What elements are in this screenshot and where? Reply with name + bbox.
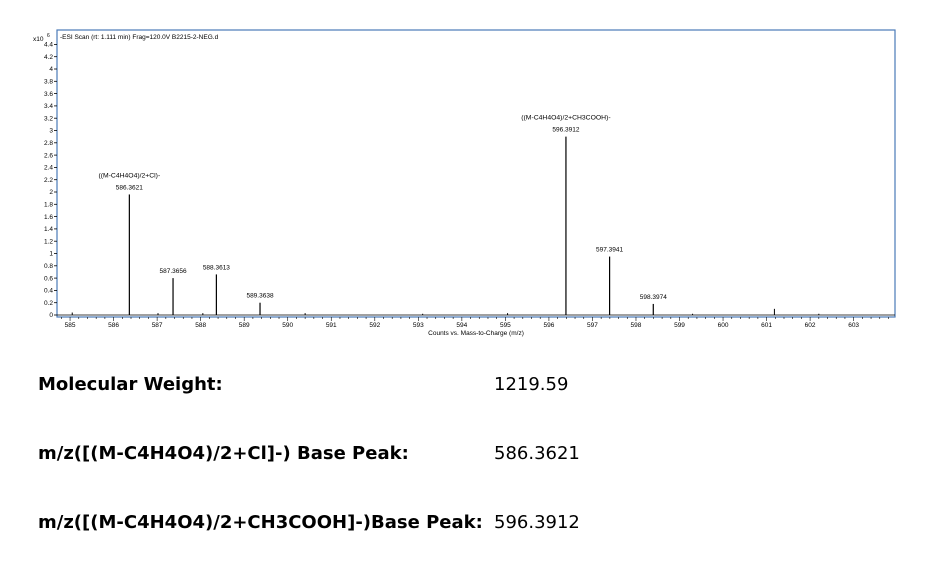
x-tick-label: 587 <box>152 322 163 329</box>
x-tick-label: 586 <box>108 322 119 329</box>
acetate-adduct-base-peak-label: m/z([(M-C4H4O4)/2+CH3COOH]-)Base Peak: <box>38 512 483 533</box>
x-tick-label: 599 <box>674 322 685 329</box>
y-tick-label: 3.8 <box>44 79 53 86</box>
y-tick-label: 4 <box>49 66 53 73</box>
y-tick-label: 3 <box>49 128 53 135</box>
minor-peaks <box>71 308 820 315</box>
x-tick-label: 594 <box>456 322 467 329</box>
x-tick-label: 601 <box>761 322 772 329</box>
peak-mz-label: 597.3941 <box>596 247 623 254</box>
ion-annotation: ((M-C4H4O4)/2+CH3COOH)- <box>521 115 610 122</box>
acetate-adduct-base-peak-value: 596.3912 <box>494 512 580 533</box>
x-tick-label: 585 <box>65 322 76 329</box>
x-tick-label: 597 <box>587 322 598 329</box>
y-tick-label: 2.6 <box>44 152 53 159</box>
chart-title: -ESI Scan (rt: 1.111 min) Frag=120.0V B2… <box>60 34 219 41</box>
molecular-weight-value: 1219.59 <box>494 374 569 395</box>
x-tick-label: 596 <box>543 322 554 329</box>
x-tick-label: 593 <box>413 322 424 329</box>
y-tick-label: 1.6 <box>44 214 53 221</box>
peak-mz-label: 589.3638 <box>246 293 273 300</box>
peak-annotations: ((M-C4H4O4)/2+Cl)- ((M-C4H4O4)/2+CH3COOH)… <box>98 115 610 180</box>
cl-adduct-base-peak-value: 586.3621 <box>494 443 580 464</box>
x-tick-label: 600 <box>718 322 729 329</box>
y-tick-label: 0.2 <box>44 300 53 307</box>
x-axis: 585 586 587 588 589 590 591 592 593 594 595 596 597 5… <box>57 314 895 329</box>
y-tick-label: 2.8 <box>44 140 53 147</box>
x-tick-label: 589 <box>239 322 250 329</box>
y-tick-label: 1.4 <box>44 226 53 233</box>
y-tick-label: 4.2 <box>44 54 53 61</box>
peak-mz-label: 596.3912 <box>552 127 579 134</box>
x-tick-label: 595 <box>500 322 511 329</box>
x-tick-label: 591 <box>326 322 337 329</box>
y-tick-label: 1.2 <box>44 238 53 245</box>
peak-mz-label: 598.3974 <box>640 294 667 301</box>
peaks: 586.3621 587.3656 588.3613 589.3638 596.3912… <box>116 127 667 315</box>
x-tick-label: 592 <box>369 322 380 329</box>
peak-mz-label: 587.3656 <box>159 268 186 275</box>
y-axis: 0 0.2 0.4 0.6 0.8 1 1.2 1.4 1.6 1.8 2 2.2 2.4 2.6 2.8 3… <box>44 42 57 319</box>
y-tick-label: 4.4 <box>44 42 53 49</box>
x-tick-label: 590 <box>282 322 293 329</box>
y-tick-label: 1.8 <box>44 202 53 209</box>
plot-frame <box>56 29 896 318</box>
mass-spectrum-chart: -ESI Scan (rt: 1.111 min) Frag=120.0V B2… <box>33 29 896 337</box>
y-scale-exponent: 6 <box>47 33 50 39</box>
x-tick-label: 603 <box>848 322 859 329</box>
y-tick-label: 3.2 <box>44 115 53 122</box>
x-axis-label: Counts vs. Mass-to-Charge (m/z) <box>428 330 524 337</box>
y-scale-label: x10 <box>33 36 44 43</box>
x-tick-label: 602 <box>805 322 816 329</box>
y-tick-label: 0.4 <box>44 288 53 295</box>
peak-mz-label: 588.3613 <box>203 264 230 271</box>
y-tick-label: 0.8 <box>44 263 53 270</box>
x-tick-label: 588 <box>195 322 206 329</box>
ion-annotation: ((M-C4H4O4)/2+Cl)- <box>98 172 160 179</box>
y-tick-label: 0 <box>49 312 53 319</box>
y-tick-label: 3.6 <box>44 91 53 98</box>
y-tick-label: 3.4 <box>44 103 53 110</box>
y-tick-label: 2.4 <box>44 165 53 172</box>
peak-mz-label: 586.3621 <box>116 184 143 191</box>
cl-adduct-base-peak-label: m/z([(M-C4H4O4)/2+Cl]-) Base Peak: <box>38 443 409 464</box>
x-tick-label: 598 <box>631 322 642 329</box>
y-tick-label: 1 <box>49 251 53 258</box>
molecular-weight-label: Molecular Weight: <box>38 374 223 395</box>
y-tick-label: 2.2 <box>44 177 53 184</box>
y-tick-label: 0.6 <box>44 275 53 282</box>
y-tick-label: 2 <box>49 189 53 196</box>
